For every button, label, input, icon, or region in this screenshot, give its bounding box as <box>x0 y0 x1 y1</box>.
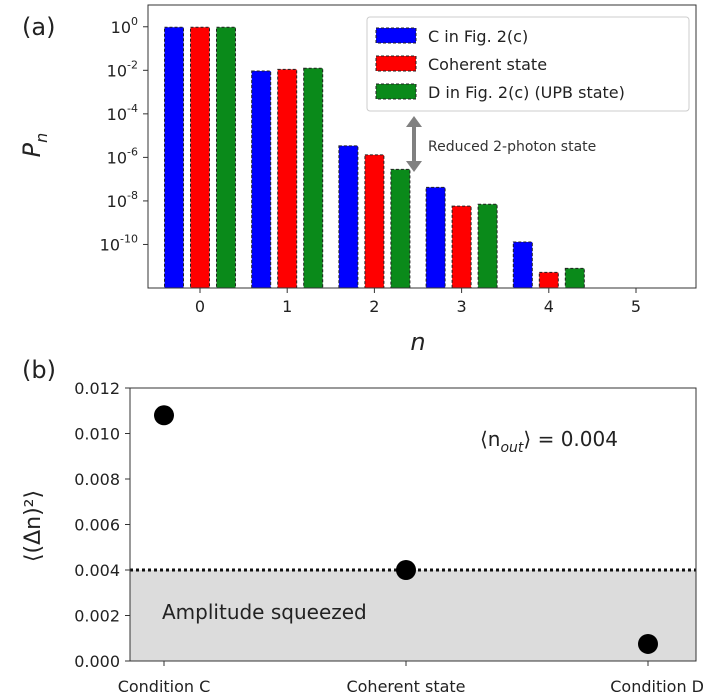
x-tick-label-a-5: 5 <box>631 297 641 316</box>
panel-b-x-ticks: Condition C Coherent state Condition D <box>118 661 704 696</box>
y-tick-label-a-1: 10-2 <box>107 58 138 80</box>
panel-a-y-axis-label-main: P <box>18 142 46 157</box>
mean-photon-rest: ⟩ = 0.004 <box>523 427 618 451</box>
panel-a-y-axis-label: Pn <box>18 133 51 158</box>
amplitude-squeezed-label: Amplitude squeezed <box>162 600 367 624</box>
amplitude-squeezed-region <box>130 570 696 661</box>
x-tick-label-a-4: 4 <box>544 297 554 316</box>
reduced-2-photon-label: Reduced 2-photon state <box>428 139 596 155</box>
bar-1-n2 <box>338 145 359 289</box>
reduced-2-photon-arrow <box>406 116 422 172</box>
y-tick-base-a-3: 10 <box>107 148 127 167</box>
panel-a-x-axis-label: n <box>410 328 425 356</box>
bar-2-n0 <box>190 26 210 289</box>
panel-a-legend: C in Fig. 2(c) Coherent state D in Fig. 2(… <box>366 16 690 112</box>
bar-1-n1 <box>251 70 272 289</box>
bar-1-n0 <box>164 26 184 289</box>
legend-label-2: Coherent state <box>428 55 547 74</box>
y-tick-exp-a-3: -6 <box>127 145 138 158</box>
y-tick-label-b-0: 0.000 <box>74 652 120 671</box>
y-tick-exp-a-1: -2 <box>127 58 138 71</box>
bar-3-n0 <box>216 26 236 289</box>
panel-b-y-axis-label: ⟨(Δn)²⟩ <box>21 490 46 562</box>
y-tick-exp-a-2: -4 <box>127 102 138 115</box>
bar-3-n1 <box>303 67 324 289</box>
y-tick-base-a-2: 10 <box>107 105 127 124</box>
panel-b-y-ticks: 0.000 0.002 0.004 0.006 0.008 0.010 0.012 <box>74 379 130 671</box>
bar-1-n4 <box>512 241 533 289</box>
y-tick-label-b-3: 0.006 <box>74 516 120 535</box>
y-tick-label-b-1: 0.002 <box>74 607 120 626</box>
point-2 <box>396 560 416 580</box>
panel-a-y-axis-label-sub: n <box>32 133 51 143</box>
legend-label-1: C in Fig. 2(c) <box>428 27 528 46</box>
point-3 <box>638 633 658 654</box>
x-tick-label-a-2: 2 <box>369 297 379 316</box>
y-tick-base-a-1: 10 <box>107 61 127 80</box>
x-tick-label-a-0: 0 <box>195 297 205 316</box>
panel-a-x-ticks: 0 1 2 3 4 5 <box>195 288 641 316</box>
y-tick-label-b-5: 0.010 <box>74 425 120 444</box>
y-tick-label-b-4: 0.008 <box>74 470 120 489</box>
y-tick-base-a-4: 10 <box>107 192 127 211</box>
bar-2-n2 <box>364 154 385 289</box>
panel-b-label: (b) <box>22 356 56 384</box>
mean-photon-sub: out <box>500 440 523 456</box>
panel-a-bars <box>164 26 585 289</box>
y-tick-exp-a-0: 0 <box>131 15 138 28</box>
panel-b-points <box>154 405 658 654</box>
panel-a-legend-entries: C in Fig. 2(c) Coherent state D in Fig. 2(… <box>375 27 625 102</box>
y-tick-label-b-2: 0.004 <box>74 561 120 580</box>
legend-label-3: D in Fig. 2(c) (UPB state) <box>428 83 625 102</box>
bar-2-n1 <box>277 68 298 289</box>
y-tick-label-a-0: 100 <box>111 15 138 37</box>
bar-3-n4 <box>564 267 585 289</box>
legend-swatch-3 <box>375 83 417 100</box>
bar-2-n3 <box>451 205 472 289</box>
point-1 <box>154 405 174 426</box>
x-tick-label-b-0: Condition C <box>118 677 211 696</box>
legend-swatch-1 <box>375 27 417 44</box>
y-tick-label-a-2: 10-4 <box>107 102 138 124</box>
x-tick-label-a-3: 3 <box>457 297 467 316</box>
bar-1-n3 <box>425 186 446 289</box>
y-tick-base-a-0: 10 <box>111 18 131 37</box>
x-tick-label-b-2: Condition D <box>610 677 704 696</box>
x-tick-label-b-1: Coherent state <box>346 677 465 696</box>
bar-3-n3 <box>477 203 498 289</box>
y-tick-label-a-4: 10-8 <box>107 189 138 211</box>
panel-a-frame <box>147 4 697 289</box>
y-tick-label-a-5: 10-10 <box>100 232 138 254</box>
mean-photon-open: ⟨n <box>480 427 500 451</box>
y-tick-label-b-6: 0.012 <box>74 379 120 398</box>
y-tick-base-a-5: 10 <box>100 235 120 254</box>
x-tick-label-a-1: 1 <box>282 297 292 316</box>
bar-2-n4 <box>538 271 559 289</box>
y-tick-label-a-3: 10-6 <box>107 145 138 167</box>
panel-a-label: (a) <box>22 13 55 41</box>
y-tick-exp-a-4: -8 <box>127 189 138 202</box>
mean-photon-annotation: ⟨nout⟩ = 0.004 <box>480 427 618 456</box>
y-tick-exp-a-5: -10 <box>120 232 138 245</box>
bar-3-n2 <box>390 168 411 289</box>
legend-swatch-2 <box>375 55 417 72</box>
panel-b: (b) 0.0000.0020.0040.0060.0080.0100.012 … <box>21 356 704 696</box>
